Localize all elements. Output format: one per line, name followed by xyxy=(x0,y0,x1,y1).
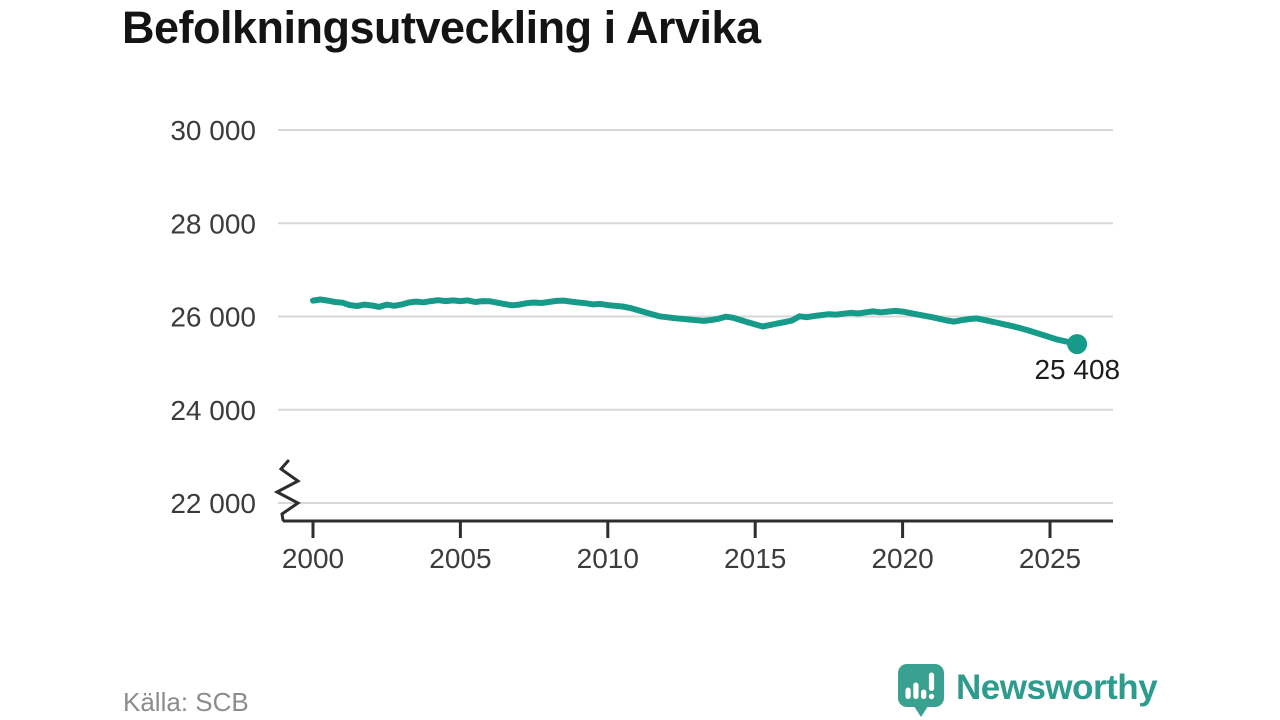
end-value-label: 25 408 xyxy=(1034,354,1120,385)
y-axis-break-icon xyxy=(273,459,301,522)
logo-bar-3 xyxy=(921,689,927,699)
x-axis-tick-label: 2025 xyxy=(1019,543,1081,574)
logo-exclamation-dot xyxy=(928,693,935,700)
y-axis-tick-label: 22 000 xyxy=(170,488,256,519)
logo-bar-1 xyxy=(905,687,911,699)
x-axis-tick-label: 2020 xyxy=(871,543,933,574)
newsworthy-logo-icon xyxy=(898,664,944,717)
y-axis-tick-label: 30 000 xyxy=(170,115,256,146)
x-axis-tick-label: 2000 xyxy=(282,543,344,574)
y-axis-tick-label: 24 000 xyxy=(170,395,256,426)
brand-lockup: Newsworthy xyxy=(897,663,1158,719)
page-title: Befolkningsutveckling i Arvika xyxy=(122,2,761,53)
y-axis-tick-label: 26 000 xyxy=(170,302,256,333)
brand-name: Newsworthy xyxy=(956,668,1158,707)
y-axis-tick-label: 28 000 xyxy=(170,208,256,239)
series-end-point xyxy=(1067,334,1088,355)
population-line-chart: 22 000 24 000 26 000 28 000 30 000 2000 2005 20… xyxy=(170,115,1120,574)
population-series-line xyxy=(310,296,1081,348)
x-axis-tick-label: 2005 xyxy=(429,543,491,574)
logo-bar-2 xyxy=(913,682,919,699)
x-axis-tick-label: 2010 xyxy=(577,543,639,574)
source-caption: Källa: SCB xyxy=(123,687,249,717)
logo-exclamation-bar xyxy=(928,672,935,691)
x-axis-tick-label: 2015 xyxy=(724,543,786,574)
logo-bubble-shape xyxy=(898,664,944,717)
